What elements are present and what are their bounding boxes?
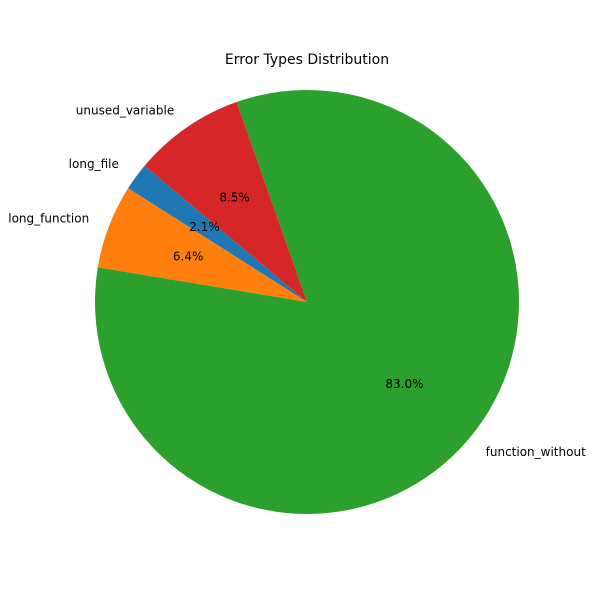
percent-label-function-without: 83.0%	[385, 377, 423, 391]
percent-label-long-function: 6.4%	[173, 250, 204, 264]
category-label-function-without: function_without	[486, 445, 586, 459]
category-label-unused-variable: unused_variable	[76, 103, 174, 117]
category-label-long-file: long_file	[69, 157, 119, 171]
category-label-long-function: long_function	[8, 212, 89, 226]
pie-slice-long-function	[97, 188, 307, 302]
pie-slice-long-file	[128, 165, 307, 302]
pie-slice-unused-variable	[144, 102, 307, 302]
pie-labels: 2.1% long_file 6.4% long_function 83.0% funct…	[8, 103, 586, 459]
pie-slices	[94, 90, 520, 515]
pie-slice-function-without	[94, 90, 520, 515]
percent-label-unused-variable: 8.5%	[219, 190, 250, 204]
percent-label-long-file: 2.1%	[189, 220, 220, 234]
chart-title: Error Types Distribution	[225, 52, 389, 68]
